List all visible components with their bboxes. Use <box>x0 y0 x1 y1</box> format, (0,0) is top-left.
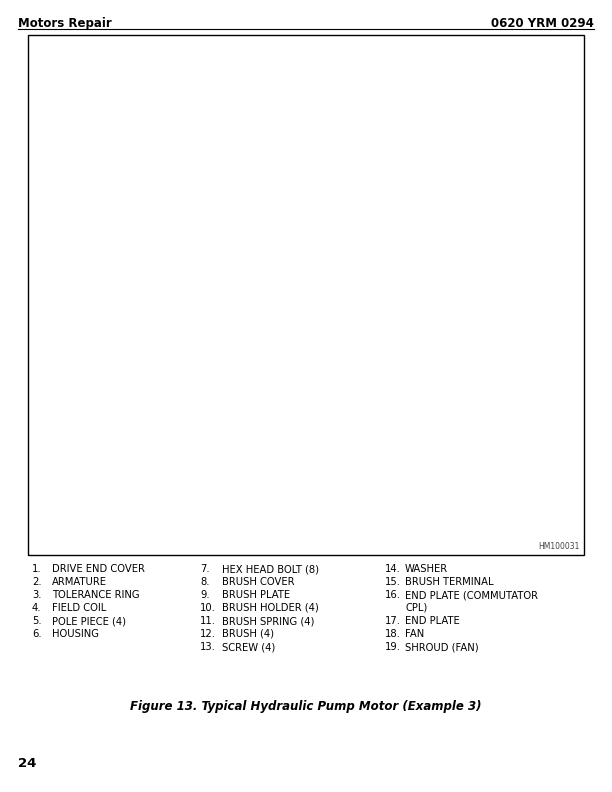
Text: 15.: 15. <box>385 577 401 587</box>
Text: DRIVE END COVER: DRIVE END COVER <box>52 564 145 574</box>
Text: 16.: 16. <box>385 590 401 600</box>
Text: 11.: 11. <box>200 616 216 626</box>
Text: HM100031: HM100031 <box>539 542 580 551</box>
Text: 18.: 18. <box>385 629 401 639</box>
Text: POLE PIECE (4): POLE PIECE (4) <box>52 616 126 626</box>
Text: WASHER: WASHER <box>405 564 448 574</box>
Text: 2.: 2. <box>32 577 42 587</box>
Text: SCREW (4): SCREW (4) <box>222 642 275 652</box>
Text: 6.: 6. <box>32 629 42 639</box>
Text: 3.: 3. <box>32 590 42 600</box>
Text: FAN: FAN <box>405 629 424 639</box>
Bar <box>28 35 584 555</box>
Text: 14.: 14. <box>385 564 401 574</box>
Text: 4.: 4. <box>32 603 42 613</box>
Text: 19.: 19. <box>385 642 401 652</box>
Text: Motors Repair: Motors Repair <box>18 17 112 30</box>
Text: 24: 24 <box>18 757 36 770</box>
Text: END PLATE: END PLATE <box>405 616 460 626</box>
Text: 1.: 1. <box>32 564 42 574</box>
Text: CPL): CPL) <box>405 603 427 613</box>
Text: BRUSH (4): BRUSH (4) <box>222 629 274 639</box>
Text: END PLATE (COMMUTATOR: END PLATE (COMMUTATOR <box>405 590 538 600</box>
Text: Figure 13. Typical Hydraulic Pump Motor (Example 3): Figure 13. Typical Hydraulic Pump Motor … <box>130 700 482 713</box>
Text: 8.: 8. <box>200 577 209 587</box>
Text: 0620 YRM 0294: 0620 YRM 0294 <box>491 17 594 30</box>
Text: 7.: 7. <box>200 564 210 574</box>
Text: 9.: 9. <box>200 590 210 600</box>
Text: 12.: 12. <box>200 629 216 639</box>
Text: BRUSH PLATE: BRUSH PLATE <box>222 590 290 600</box>
Text: HOUSING: HOUSING <box>52 629 99 639</box>
Text: BRUSH HOLDER (4): BRUSH HOLDER (4) <box>222 603 319 613</box>
Text: BRUSH TERMINAL: BRUSH TERMINAL <box>405 577 493 587</box>
Text: 5.: 5. <box>32 616 42 626</box>
Text: 13.: 13. <box>200 642 216 652</box>
Text: TOLERANCE RING: TOLERANCE RING <box>52 590 140 600</box>
Text: BRUSH COVER: BRUSH COVER <box>222 577 294 587</box>
Text: FIELD COIL: FIELD COIL <box>52 603 106 613</box>
Text: SHROUD (FAN): SHROUD (FAN) <box>405 642 479 652</box>
Text: HEX HEAD BOLT (8): HEX HEAD BOLT (8) <box>222 564 319 574</box>
Text: ARMATURE: ARMATURE <box>52 577 107 587</box>
Text: 10.: 10. <box>200 603 216 613</box>
Text: 17.: 17. <box>385 616 401 626</box>
Text: BRUSH SPRING (4): BRUSH SPRING (4) <box>222 616 315 626</box>
